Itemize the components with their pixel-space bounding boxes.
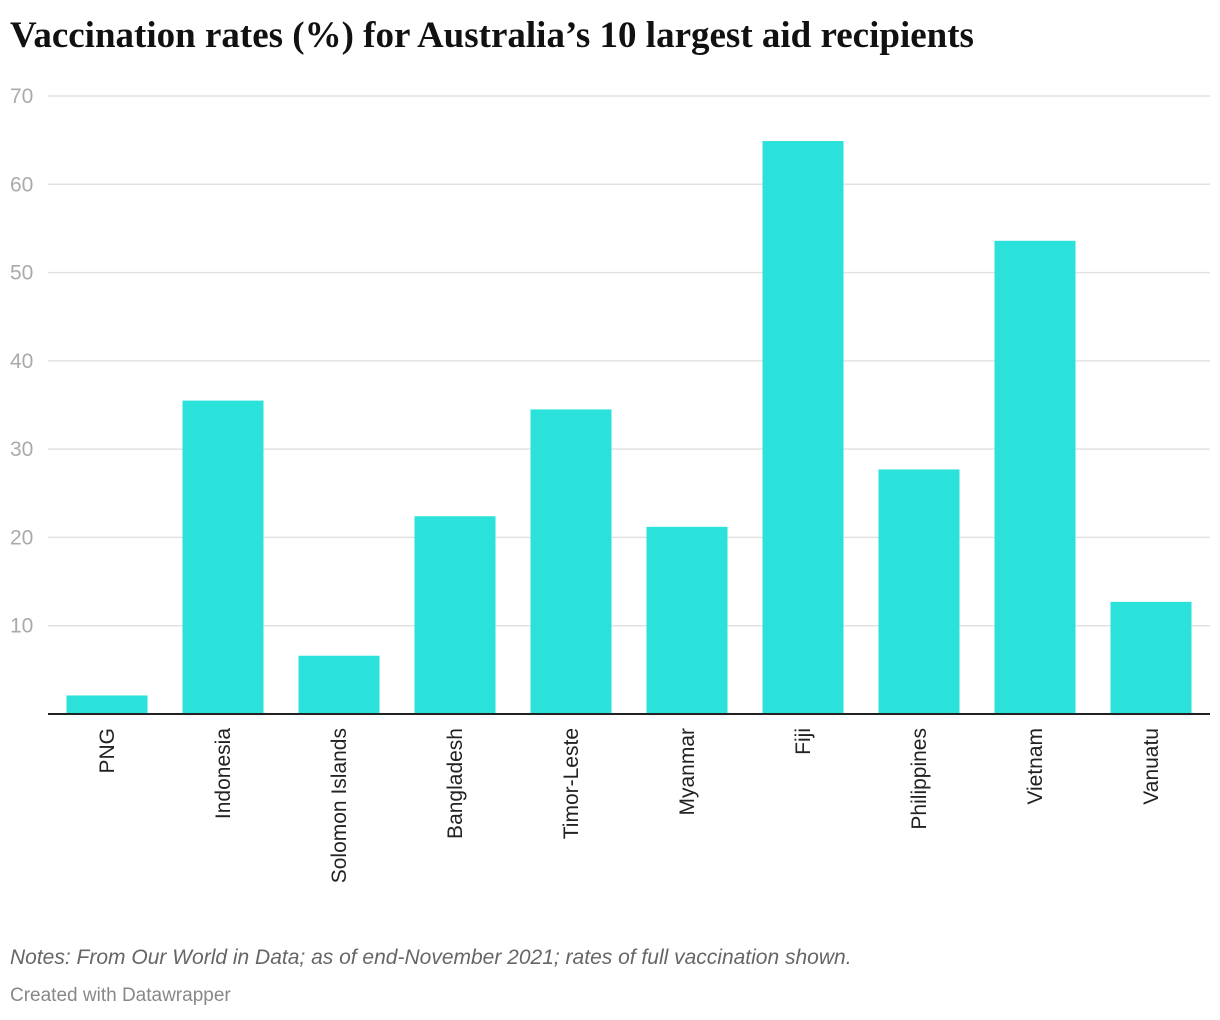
chart-title: Vaccination rates (%) for Australia’s 10…: [10, 15, 974, 56]
y-tick-label: 70: [10, 85, 33, 108]
bar-vietnam: [994, 240, 1076, 714]
x-tick-label: Indonesia: [212, 728, 235, 819]
x-tick-label: Vietnam: [1024, 728, 1047, 805]
y-tick-label: 40: [10, 350, 33, 373]
bar-bangladesh: [414, 516, 496, 714]
x-tick-label: Vanuatu: [1140, 728, 1163, 805]
bar-png: [66, 695, 148, 714]
y-tick-label: 60: [10, 173, 33, 196]
x-tick-label: Timor-Leste: [560, 728, 583, 839]
x-tick-label: Philippines: [908, 728, 931, 830]
bar-philippines: [878, 469, 960, 714]
y-tick-label: 10: [10, 615, 33, 638]
chart-credit: Created with Datawrapper: [10, 985, 231, 1006]
x-tick-label: Myanmar: [676, 728, 699, 816]
bar-solomon-islands: [298, 655, 380, 714]
bar-myanmar: [646, 526, 728, 714]
x-tick-label: PNG: [96, 728, 119, 774]
y-tick-label: 20: [10, 526, 33, 549]
x-axis-ticks: PNG Indonesia Solomon Islands Bangladesh Tim…: [96, 728, 1163, 884]
bar-fiji: [762, 141, 844, 715]
chart-notes: Notes: From Our World in Data; as of end…: [10, 946, 852, 969]
y-axis-ticks: 10 20 30 40 50 60 70: [10, 85, 33, 638]
bars: [66, 141, 1192, 715]
y-tick-label: 30: [10, 438, 33, 461]
x-tick-label: Fiji: [792, 728, 815, 755]
bar-chart: 10 20 30 40 50 60 70 PNG Indonesia Solomon Islan…: [10, 85, 1210, 884]
y-tick-label: 50: [10, 262, 33, 285]
bar-timor-leste: [530, 409, 612, 714]
x-tick-label: Bangladesh: [444, 728, 467, 839]
x-tick-label: Solomon Islands: [328, 728, 351, 883]
bar-vanuatu: [1110, 601, 1192, 714]
bar-indonesia: [182, 400, 264, 714]
